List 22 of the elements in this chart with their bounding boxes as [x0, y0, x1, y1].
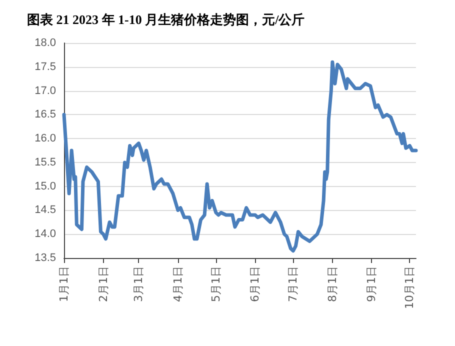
- x-tick-label: 4月1日: [171, 266, 184, 302]
- y-tick-label: 16.0: [34, 132, 56, 145]
- x-tick-label: 2月1日: [96, 266, 110, 302]
- x-tick-label: 1月1日: [58, 266, 70, 302]
- y-tick-label: 15.5: [34, 156, 56, 168]
- chart-title: 图表 21 2023 年 1-10 月生猪价格走势图，元/公斤: [27, 12, 305, 27]
- x-tick-label: 3月1日: [132, 266, 146, 302]
- y-tick-label: 17.5: [34, 60, 56, 73]
- x-tick-label: 7月1日: [286, 266, 300, 302]
- x-tick-label: 8月1日: [326, 266, 339, 302]
- y-tick-label: 14.0: [34, 228, 56, 240]
- y-tick-label: 18.0: [34, 37, 56, 49]
- y-tick-label: 17.0: [34, 84, 56, 97]
- x-tick-label: 9月1日: [365, 266, 378, 302]
- y-tick-label: 16.5: [34, 108, 56, 121]
- y-tick-label: 13.5: [34, 252, 56, 264]
- y-tick-label: 15.0: [34, 180, 56, 192]
- x-tick-label: 5月1日: [209, 266, 222, 302]
- y-tick-label: 14.5: [34, 204, 56, 216]
- x-tick-label: 6月1日: [248, 266, 262, 302]
- x-tick-label: 10月1日: [403, 266, 416, 309]
- line-series: [62, 60, 418, 253]
